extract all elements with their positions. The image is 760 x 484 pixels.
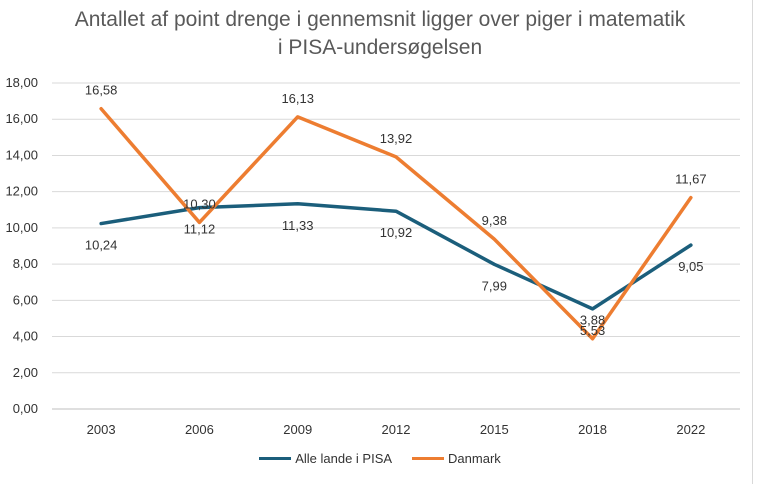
data-label: 11,33 bbox=[282, 218, 314, 233]
chart-title: Antallet af point drenge i gennemsnit li… bbox=[0, 6, 760, 62]
legend-label-series-1: Alle lande i PISA bbox=[295, 451, 393, 466]
x-tick-label: 2006 bbox=[185, 422, 214, 437]
data-label: 9,38 bbox=[482, 213, 507, 228]
y-tick-label: 18,00 bbox=[5, 75, 38, 90]
data-label: 13,92 bbox=[380, 131, 413, 146]
y-tick-label: 16,00 bbox=[5, 111, 38, 126]
legend-item-series-1: Alle lande i PISA bbox=[259, 451, 392, 466]
y-tick-label: 2,00 bbox=[13, 365, 38, 380]
y-tick-label: 0,00 bbox=[13, 401, 38, 416]
y-tick-label: 10,00 bbox=[5, 220, 38, 235]
chart-title-line-2: i PISA-undersøgelsen bbox=[277, 36, 483, 59]
legend: Alle lande i PISA Danmark bbox=[0, 451, 760, 466]
x-tick-label: 2003 bbox=[87, 422, 116, 437]
x-tick-label: 2018 bbox=[578, 422, 607, 437]
data-label: 7,99 bbox=[482, 278, 507, 293]
x-tick-label: 2015 bbox=[480, 422, 509, 437]
y-tick-label: 6,00 bbox=[13, 292, 38, 307]
y-tick-label: 12,00 bbox=[5, 184, 38, 199]
y-tick-label: 4,00 bbox=[13, 329, 38, 344]
x-tick-label: 2012 bbox=[382, 422, 411, 437]
legend-item-series-2: Danmark bbox=[412, 451, 501, 466]
data-label: 5,53 bbox=[580, 323, 605, 338]
data-label: 9,05 bbox=[678, 259, 703, 274]
legend-swatch-series-2 bbox=[412, 457, 445, 460]
y-tick-label: 14,00 bbox=[5, 147, 38, 162]
data-label: 10,24 bbox=[85, 238, 118, 253]
data-label: 3,88 bbox=[580, 313, 605, 328]
data-label: 10,30 bbox=[183, 196, 216, 211]
data-label: 11,12 bbox=[184, 222, 216, 237]
data-label: 10,92 bbox=[380, 225, 413, 240]
series-line-2 bbox=[99, 106, 693, 341]
legend-swatch-series-1 bbox=[259, 457, 292, 460]
data-label: 11,67 bbox=[675, 172, 707, 187]
legend-label-series-2: Danmark bbox=[448, 451, 501, 466]
chart-title-line-1: Antallet af point drenge i gennemsnit li… bbox=[74, 8, 686, 31]
chart-border bbox=[752, 0, 753, 484]
series-line-1 bbox=[99, 202, 693, 311]
x-tick-label: 2009 bbox=[283, 422, 312, 437]
x-tick-label: 2022 bbox=[676, 422, 705, 437]
data-label: 16,13 bbox=[281, 91, 314, 106]
data-label: 16,58 bbox=[85, 83, 118, 98]
y-tick-label: 8,00 bbox=[13, 256, 38, 271]
